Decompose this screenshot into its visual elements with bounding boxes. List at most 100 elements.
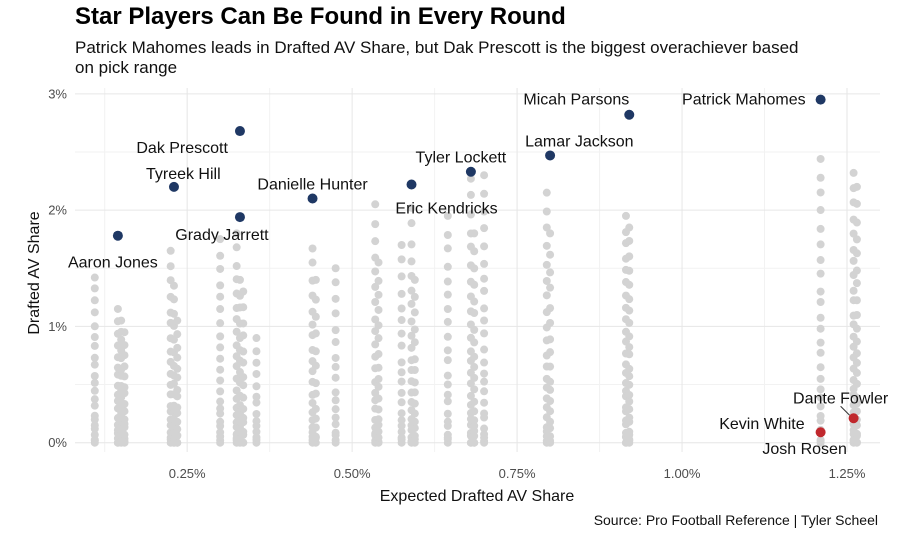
background-point xyxy=(252,392,261,401)
background-point xyxy=(470,297,479,306)
background-point xyxy=(90,353,99,362)
background-point xyxy=(852,429,861,438)
background-point xyxy=(443,409,452,418)
background-point xyxy=(173,386,182,395)
background-point xyxy=(216,343,225,352)
background-point xyxy=(90,386,99,395)
background-point xyxy=(166,246,175,255)
background-point xyxy=(410,431,419,440)
chart-title: Star Players Can Be Found in Every Round xyxy=(75,3,566,30)
background-point xyxy=(173,353,182,362)
background-point xyxy=(374,427,383,436)
background-point xyxy=(625,266,634,275)
background-point xyxy=(173,364,182,373)
x-tick-label: 1.25% xyxy=(829,466,866,481)
background-point xyxy=(443,390,452,399)
background-point xyxy=(374,394,383,403)
background-point xyxy=(816,206,825,215)
background-point xyxy=(90,322,99,331)
background-point xyxy=(816,154,825,163)
background-point xyxy=(480,329,489,338)
y-tick-label: 1% xyxy=(48,319,67,334)
background-point xyxy=(252,347,261,356)
background-point xyxy=(120,351,129,360)
background-point xyxy=(625,332,634,341)
background-point xyxy=(470,421,479,430)
highlighted-point xyxy=(307,193,318,204)
background-point xyxy=(173,403,182,412)
background-point xyxy=(311,347,320,356)
background-point xyxy=(849,256,858,265)
background-point xyxy=(120,430,129,439)
background-point xyxy=(374,363,383,372)
background-point xyxy=(480,424,489,433)
background-point xyxy=(311,379,320,388)
background-point xyxy=(470,280,479,289)
background-point xyxy=(397,398,406,407)
background-point xyxy=(311,404,320,413)
background-point xyxy=(816,256,825,265)
background-point xyxy=(371,340,380,349)
background-point xyxy=(410,417,419,426)
background-point xyxy=(90,273,99,282)
background-point xyxy=(371,282,380,291)
background-point xyxy=(374,321,383,330)
background-point xyxy=(252,410,261,419)
background-point xyxy=(410,399,419,408)
background-point xyxy=(546,424,555,433)
background-point xyxy=(113,304,122,313)
background-point xyxy=(407,286,416,295)
background-point xyxy=(311,361,320,370)
background-point xyxy=(120,399,129,408)
background-point xyxy=(308,244,317,253)
background-point xyxy=(331,338,340,347)
background-point xyxy=(410,338,419,347)
background-point xyxy=(470,247,479,256)
background-point xyxy=(239,303,248,312)
background-point xyxy=(443,371,452,380)
background-point xyxy=(173,392,182,401)
background-point xyxy=(443,244,452,253)
background-point xyxy=(331,388,340,397)
background-point xyxy=(852,393,861,402)
background-point xyxy=(816,240,825,249)
background-point xyxy=(331,373,340,382)
background-point xyxy=(331,294,340,303)
background-point xyxy=(374,420,383,429)
x-tick-label: 0.50% xyxy=(334,466,371,481)
background-point xyxy=(397,416,406,425)
background-point xyxy=(852,421,861,430)
background-point xyxy=(852,279,861,288)
background-point xyxy=(849,286,858,295)
background-point xyxy=(374,433,383,442)
background-point xyxy=(397,388,406,397)
x-tick-label: 0.75% xyxy=(499,466,536,481)
background-point xyxy=(410,388,419,397)
background-point xyxy=(331,362,340,371)
background-point xyxy=(443,262,452,271)
highlighted-point xyxy=(848,413,859,424)
highlighted-point xyxy=(815,427,826,438)
background-point xyxy=(470,229,479,238)
y-tick-label: 0% xyxy=(48,435,67,450)
player-label: Dante Fowler xyxy=(793,390,889,407)
background-point xyxy=(546,377,555,386)
y-axis-title: Drafted AV Share xyxy=(26,211,43,334)
background-points xyxy=(90,154,861,447)
background-point xyxy=(239,393,248,402)
background-point xyxy=(852,399,861,408)
background-point xyxy=(816,374,825,383)
background-point xyxy=(852,407,861,416)
background-point xyxy=(480,224,489,233)
background-point xyxy=(239,427,248,436)
background-point xyxy=(216,387,225,396)
background-point xyxy=(546,385,555,394)
background-point xyxy=(90,421,99,430)
background-point xyxy=(546,229,555,238)
background-point xyxy=(169,379,178,388)
background-point xyxy=(216,264,225,273)
background-point xyxy=(239,404,248,413)
background-point xyxy=(308,398,317,407)
background-point xyxy=(331,278,340,287)
background-point xyxy=(216,305,225,314)
